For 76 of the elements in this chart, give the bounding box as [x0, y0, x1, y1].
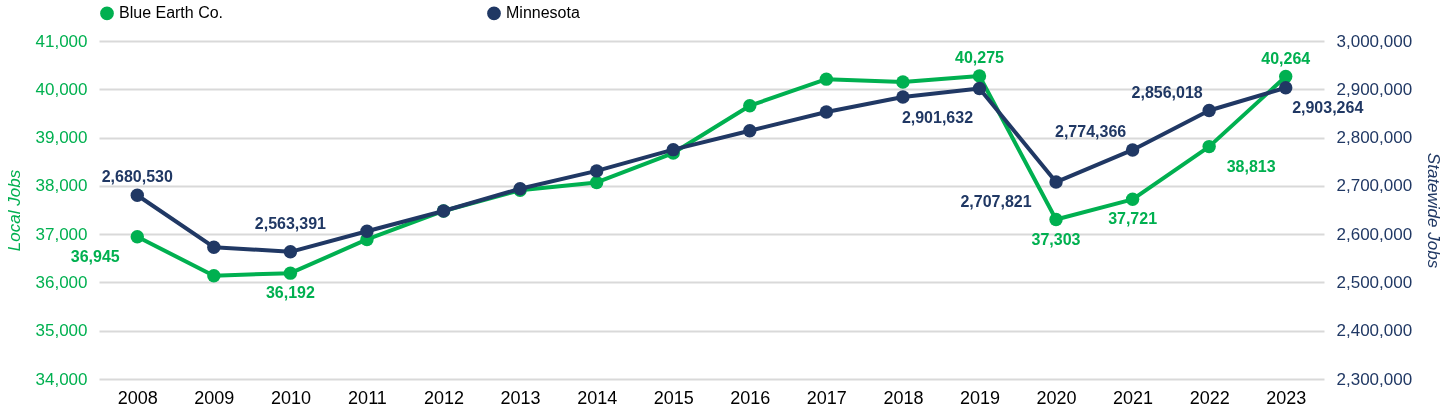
y2-tick-label: 2,700,000 [1336, 176, 1413, 196]
data-label: 2,680,530 [101, 168, 173, 186]
point [283, 245, 298, 259]
point [896, 90, 910, 104]
y2-tick-label: 2,400,000 [1336, 321, 1413, 341]
y-tick-label: 35,000 [35, 321, 88, 341]
y2-tick-label: 2,600,000 [1336, 224, 1413, 244]
point [130, 230, 144, 244]
x-tick-label: 2021 [1113, 387, 1154, 408]
y-tick-label: 36,000 [35, 272, 88, 292]
y2-axis-title: Statewide Jobs [1424, 152, 1444, 269]
x-tick-label: 2008 [117, 387, 158, 408]
y2-tick-label: 2,800,000 [1336, 128, 1413, 148]
point [1279, 81, 1293, 95]
point [1049, 175, 1063, 189]
point [589, 164, 604, 178]
point [972, 81, 987, 96]
x-tick-label: 2020 [1036, 387, 1077, 408]
x-tick-label: 2011 [348, 387, 387, 408]
point [819, 72, 834, 86]
y2-tick-label: 2,500,000 [1336, 272, 1413, 292]
data-label: 2,856,018 [1131, 83, 1203, 101]
x-tick-label: 2017 [806, 387, 847, 408]
point [130, 188, 144, 202]
point [972, 69, 987, 83]
point [1202, 139, 1216, 154]
point [360, 224, 374, 238]
x-tick-label: 2012 [424, 387, 465, 408]
point [1049, 212, 1063, 227]
point [743, 124, 757, 138]
point [1202, 103, 1216, 118]
x-tick-label: 2013 [500, 387, 541, 408]
data-label: 2,774,366 [1055, 122, 1127, 140]
y2-tick-label: 3,000,000 [1336, 31, 1413, 51]
data-label: 36,192 [265, 284, 315, 302]
y-tick-label: 37,000 [35, 224, 88, 244]
point [666, 142, 680, 157]
point [1125, 143, 1140, 157]
legend-label: Blue Earth Co. [119, 4, 224, 22]
point [819, 105, 834, 119]
y-axis-title: Local Jobs [4, 169, 24, 252]
y-tick-label: 39,000 [35, 128, 88, 148]
x-tick-label: 2016 [730, 387, 771, 408]
data-label: 2,901,632 [901, 109, 974, 127]
y-tick-label: 34,000 [35, 369, 88, 389]
x-tick-label: 2018 [883, 387, 924, 408]
data-label: 2,707,821 [960, 193, 1032, 211]
data-label: 38,813 [1226, 157, 1276, 175]
data-label: 2,563,391 [254, 214, 327, 232]
x-tick-label: 2022 [1189, 387, 1230, 408]
y2-tick-label: 2,900,000 [1336, 79, 1413, 99]
point [743, 99, 757, 113]
point [589, 175, 604, 190]
data-label: 2,903,264 [1292, 98, 1364, 116]
point [1279, 69, 1293, 84]
data-label: 36,945 [70, 247, 120, 265]
y-tick-label: 40,000 [35, 79, 88, 99]
x-tick-label: 2009 [194, 387, 235, 408]
data-label: 37,721 [1108, 210, 1158, 228]
data-label: 40,264 [1261, 49, 1311, 67]
data-label: 40,275 [955, 49, 1005, 67]
point [207, 268, 221, 283]
point [1125, 192, 1140, 207]
point [207, 240, 221, 254]
y-tick-label: 41,000 [35, 31, 88, 51]
x-tick-label: 2023 [1266, 387, 1307, 408]
x-tick-label: 2015 [653, 387, 694, 408]
y2-tick-label: 2,300,000 [1336, 369, 1413, 389]
point [283, 266, 298, 280]
y-tick-label: 38,000 [35, 176, 88, 196]
point [896, 75, 910, 89]
x-tick-label: 2014 [577, 387, 618, 408]
x-tick-label: 2010 [270, 387, 311, 408]
x-tick-label: 2019 [959, 387, 1000, 408]
legend-label: Minnesota [506, 4, 580, 22]
data-label: 37,303 [1031, 230, 1081, 248]
